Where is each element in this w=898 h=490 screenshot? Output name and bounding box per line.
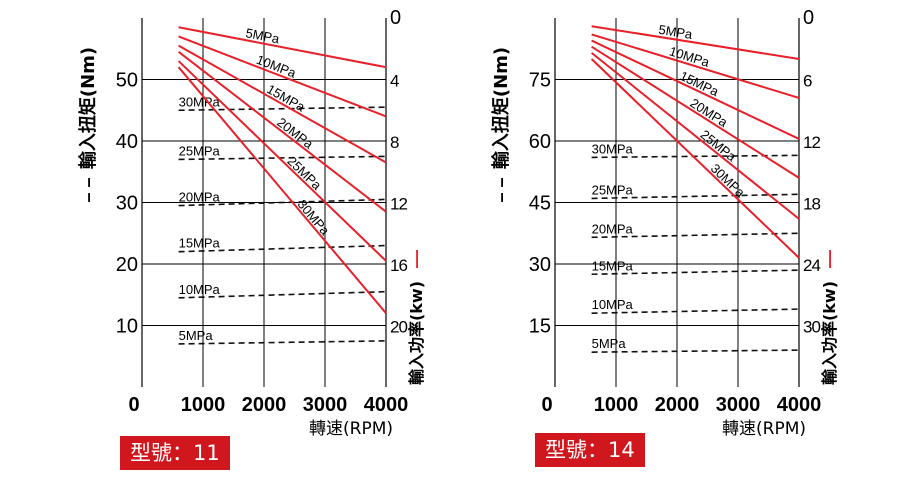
x-tick-label: 4000	[777, 394, 822, 416]
y-tick-label-right: 4	[390, 72, 399, 91]
y-tick-label-right: 8	[390, 133, 399, 152]
y-tick-label-right: 30	[803, 318, 820, 337]
y-tick-label-left: 45	[529, 193, 551, 215]
model-badge-11: 型號：11	[120, 436, 230, 470]
power-line-25MPa	[177, 60, 387, 262]
y-tick-label-right: 12	[803, 133, 820, 152]
torque-label-10MPa: 10MPa	[592, 297, 634, 312]
y-tick-label-left: 30	[116, 193, 138, 215]
y-tick-label-left: 40	[116, 131, 138, 153]
torque-label-25MPa: 25MPa	[592, 182, 634, 197]
torque-line-10MPa	[178, 290, 387, 299]
power-line-5MPa	[178, 26, 387, 69]
x-tick-label: 3000	[303, 394, 348, 416]
y-tick-label-right: 20	[390, 318, 407, 337]
torque-line-25MPa	[178, 155, 387, 161]
y-tick-label-left: 30	[529, 254, 551, 276]
torque-line-10MPa	[591, 308, 800, 314]
power-label-20MPa: 20MPa	[687, 95, 730, 130]
x-tick-label: 1000	[181, 394, 226, 416]
y-tick-label-right: 0	[390, 7, 401, 29]
y-axis-label-right: 輸入功率(kw)	[820, 281, 839, 385]
torque-line-20MPa	[178, 198, 387, 207]
y-axis-label-left: 輸入扭矩(Nm)	[490, 47, 512, 169]
power-line-15MPa	[178, 44, 387, 164]
y-tick-label-right: 18	[803, 195, 820, 214]
power-line-30MPa	[177, 66, 387, 314]
power-label-25MPa: 25MPa	[698, 127, 740, 165]
power-line-25MPa	[590, 52, 800, 220]
y-tick-label-left: 75	[529, 70, 551, 92]
torque-label-30MPa: 30MPa	[592, 141, 634, 156]
power-line-20MPa	[591, 45, 800, 179]
power-label-5MPa: 5MPa	[657, 22, 694, 42]
torque-label-10MPa: 10MPa	[179, 282, 221, 297]
torque-label-20MPa: 20MPa	[592, 221, 634, 236]
y-tick-label-left: 15	[529, 316, 551, 338]
power-line-10MPa	[591, 33, 800, 99]
chart-panel-11: 10 20 30 40 50 0 4 8 12 16 20 0 1000 2000 3000 4000 轉速(R…	[77, 7, 426, 439]
torque-line-5MPa	[591, 349, 800, 353]
power-label-5MPa: 5MPa	[244, 25, 281, 46]
torque-label-15MPa: 15MPa	[179, 236, 221, 251]
torque-label-5MPa: 5MPa	[179, 328, 214, 343]
right-legend-mark: —	[819, 250, 839, 268]
y-tick-label-left: 50	[116, 70, 138, 92]
power-line-10MPa	[178, 35, 387, 118]
x-axis-label: 轉速(RPM)	[309, 419, 393, 439]
model-badge-14: 型號：14	[535, 433, 645, 467]
x-tick-label: 4000	[364, 394, 409, 416]
torque-line-20MPa	[591, 232, 800, 239]
torque-label-15MPa: 15MPa	[592, 258, 634, 273]
power-line-15MPa	[591, 39, 800, 140]
torque-line-15MPa	[178, 244, 387, 253]
power-label-10MPa: 10MPa	[667, 43, 712, 70]
power-label-30MPa: 30MPa	[708, 161, 749, 201]
x-tick-label: 0	[541, 394, 552, 416]
torque-line-15MPa	[591, 269, 800, 276]
torque-line-25MPa	[591, 193, 800, 200]
y-tick-label-right: 24	[803, 256, 820, 275]
y-tick-label-right: 12	[390, 195, 407, 214]
y-tick-label-left: 20	[116, 254, 138, 276]
torque-label-20MPa: 20MPa	[179, 190, 221, 205]
power-line-30MPa	[590, 58, 800, 259]
chart-panel-14: 15 30 45 60 75 0 6 12 18 24 30 0 1000 2000 3000 4000 轉速(…	[490, 7, 839, 439]
right-legend-mark: —	[406, 250, 426, 268]
x-tick-label: 2000	[655, 394, 700, 416]
power-line-20MPa	[177, 51, 387, 213]
left-legend-mark: – –	[78, 177, 98, 202]
power-label-10MPa: 10MPa	[254, 52, 299, 81]
left-legend-mark: – –	[491, 177, 511, 202]
x-axis-label: 轉速(RPM)	[722, 419, 806, 439]
x-tick-label: 3000	[716, 394, 761, 416]
x-tick-label: 2000	[242, 394, 287, 416]
y-tick-label-left: 10	[116, 316, 138, 338]
y-axis-label-left: 輸入扭矩(Nm)	[77, 47, 99, 169]
x-tick-label: 0	[128, 394, 139, 416]
y-tick-label-right: 0	[803, 7, 814, 29]
y-tick-label-right: 16	[390, 256, 407, 275]
y-tick-label-left: 60	[529, 131, 551, 153]
y-axis-label-right: 輸入功率(kw)	[407, 281, 426, 385]
power-line-5MPa	[591, 25, 800, 60]
y-tick-label-right: 6	[803, 72, 812, 91]
torque-label-5MPa: 5MPa	[592, 336, 627, 351]
x-tick-label: 1000	[594, 394, 639, 416]
torque-label-25MPa: 25MPa	[179, 143, 221, 158]
torque-line-5MPa	[178, 340, 387, 345]
